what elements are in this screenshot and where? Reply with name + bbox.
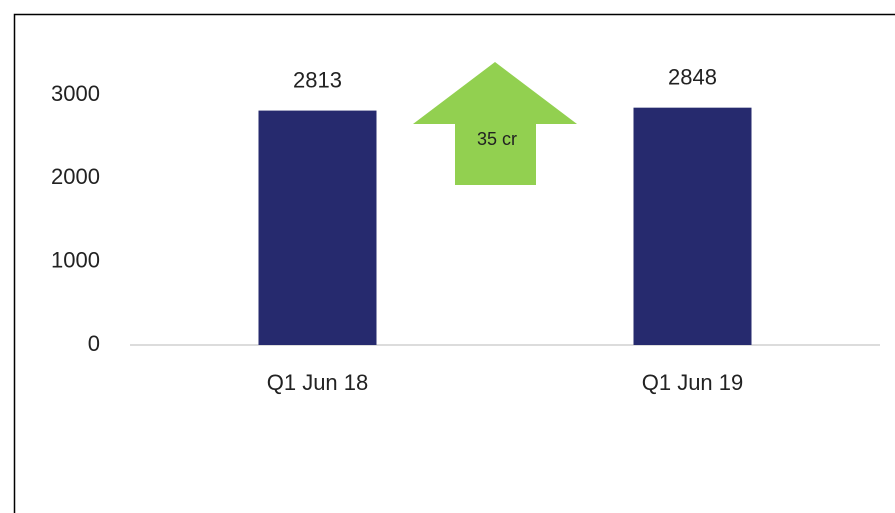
annotation-text: 35 cr — [477, 129, 517, 149]
bar — [633, 107, 752, 346]
data-label: 2813 — [293, 67, 342, 92]
y-tick-label: 2000 — [51, 164, 100, 189]
y-tick-label: 1000 — [51, 247, 100, 272]
data-label: 2848 — [668, 64, 717, 89]
y-tick-label: 3000 — [51, 81, 100, 106]
bar — [258, 110, 377, 345]
x-tick-label: Q1 Jun 19 — [642, 370, 744, 395]
y-tick-label: 0 — [88, 331, 100, 356]
annotation-arrow — [413, 62, 577, 185]
frame — [13, 13, 895, 513]
x-tick-label: Q1 Jun 18 — [267, 370, 369, 395]
